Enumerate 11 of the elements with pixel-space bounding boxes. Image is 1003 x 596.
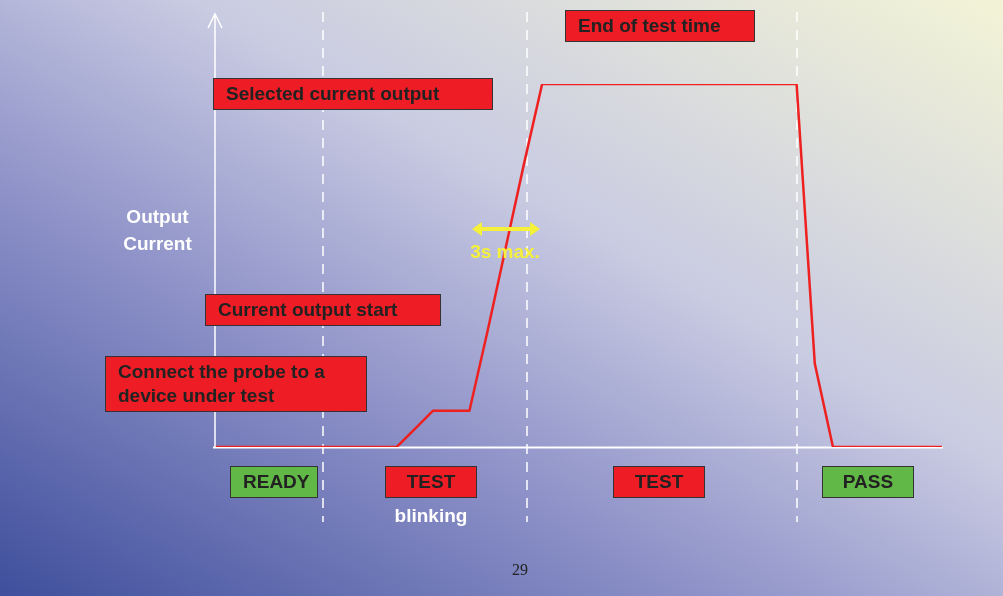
text: 29 — [511, 560, 529, 580]
callout: READY — [230, 466, 318, 498]
text: blinking — [393, 504, 469, 528]
callout: PASS — [822, 466, 914, 498]
y-axis-title: Output Current — [122, 205, 193, 256]
callout: TEST — [613, 466, 705, 498]
callout: Selected current output — [213, 78, 493, 110]
callout: Current output start — [205, 294, 441, 326]
callout: TEST — [385, 466, 477, 498]
callout: End of test time — [565, 10, 755, 42]
callout: Connect the probe to a device under test — [105, 356, 367, 412]
